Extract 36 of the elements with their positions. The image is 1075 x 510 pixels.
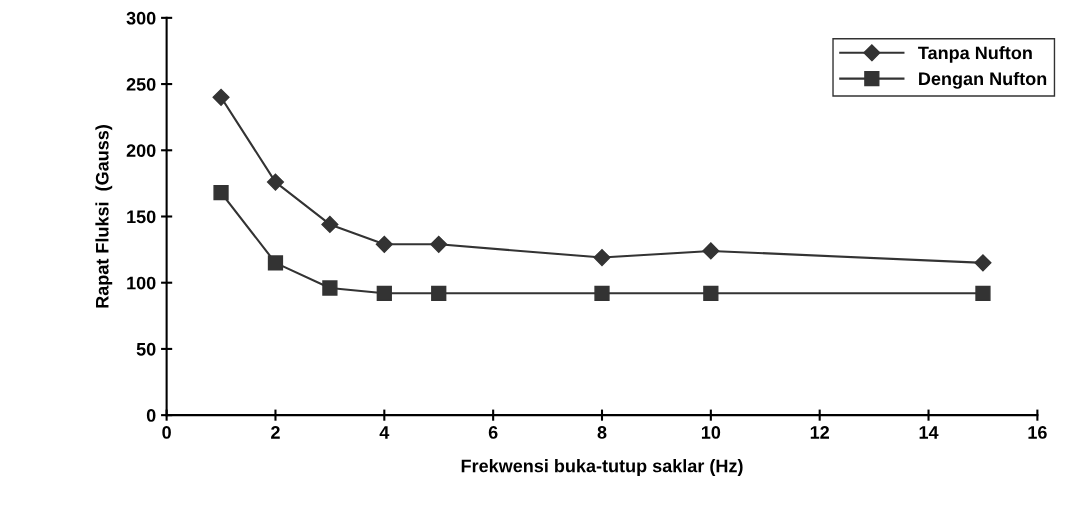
point [375, 235, 393, 253]
point [431, 285, 447, 301]
y-tick-label: 250 [126, 78, 156, 91]
point [975, 285, 991, 301]
y-tick-label: 50 [136, 342, 156, 356]
x-tick-label: 12 [810, 426, 830, 439]
y-tick-label: 100 [127, 276, 156, 290]
legend-label: Dengan Nufton [919, 71, 1047, 89]
y-tick-label: 200 [126, 144, 156, 157]
point [974, 254, 992, 272]
point [321, 215, 339, 233]
x-tick-label: 10 [701, 426, 721, 439]
point [376, 285, 392, 301]
x-tick-label: 16 [1028, 426, 1047, 439]
point [322, 280, 338, 296]
point [267, 255, 284, 271]
x-tick-label: 4 [379, 426, 390, 439]
point [594, 285, 610, 301]
point [593, 248, 611, 267]
point [430, 235, 448, 253]
point [702, 242, 720, 260]
legend-label: Tanpa Nufton [918, 46, 1032, 63]
point [213, 185, 229, 201]
y-tick-label: 150 [127, 210, 156, 224]
x-tick-label: 0 [162, 426, 171, 439]
point [703, 285, 719, 301]
point [266, 173, 285, 191]
x-tick-label: 14 [919, 426, 939, 439]
x-tick-label: 8 [597, 426, 607, 439]
y-tick-label: 0 [146, 409, 156, 422]
x-tick-label: 6 [488, 426, 498, 439]
point [212, 88, 230, 106]
x-axis-title: Frekwensi buka-tutup saklar (Hz) [461, 459, 743, 476]
y-tick-label: 300 [126, 11, 156, 25]
x-tick-label: 2 [271, 426, 280, 439]
y-axis-title: Rapat Fluksi (Gauss) [95, 125, 113, 308]
